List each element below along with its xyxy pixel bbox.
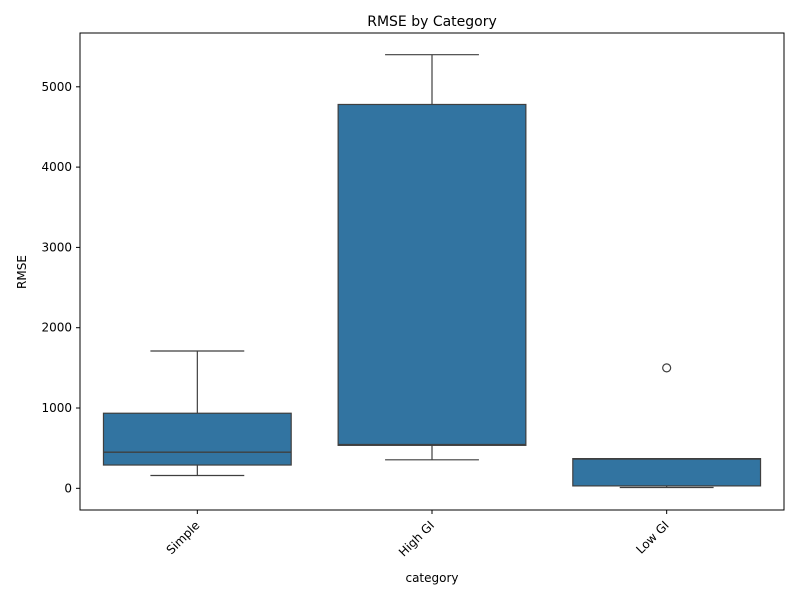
y-tick-label: 4000: [41, 160, 72, 174]
y-tick-label: 2000: [41, 321, 72, 335]
y-tick-label: 3000: [41, 240, 72, 254]
y-axis: 0 1000 2000 3000 4000 5000: [41, 80, 80, 495]
box-iqr: [337, 103, 527, 446]
box-iqr: [102, 412, 292, 466]
y-tick-label: 0: [64, 481, 72, 495]
x-axis: Simple High GI Low GI: [164, 510, 672, 559]
y-tick-label: 5000: [41, 80, 72, 94]
outlier-point: [662, 363, 672, 373]
boxes-layer: [102, 54, 762, 489]
chart-title: RMSE by Category: [367, 14, 497, 30]
x-tick-label: High GI: [396, 518, 437, 559]
x-tick-label: Low GI: [633, 518, 671, 556]
plot-frame: [79, 32, 785, 511]
x-axis-label: category: [405, 571, 458, 585]
y-axis-label: RMSE: [15, 255, 29, 289]
y-tick-label: 1000: [41, 401, 72, 415]
box-iqr: [572, 458, 762, 487]
x-tick-label: Simple: [164, 518, 203, 557]
